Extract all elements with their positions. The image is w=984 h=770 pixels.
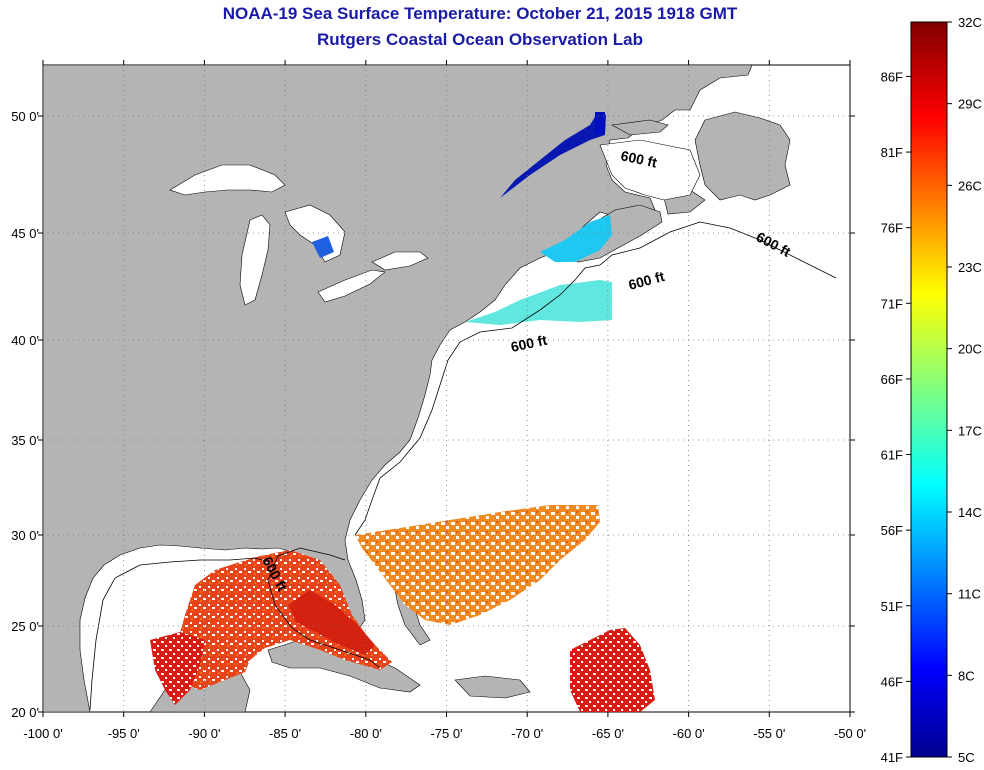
colorbar-celsius-label: 20C — [958, 342, 982, 357]
lat-tick-label: 45 0' — [11, 226, 39, 241]
map-title: NOAA-19 Sea Surface Temperature: October… — [222, 4, 738, 23]
colorbar-celsius-label: 11C — [958, 587, 981, 602]
sst-gulf-warm-west — [150, 632, 205, 705]
colorbar-fahrenheit-label: 76F — [881, 221, 903, 236]
lon-tick-label: -95 0' — [108, 726, 140, 741]
lat-tick-label: 35 0' — [11, 433, 39, 448]
colorbar-fahrenheit-label: 86F — [881, 69, 903, 84]
lon-tick-label: -60 0' — [673, 726, 705, 741]
newfoundland — [694, 111, 791, 201]
colorbar-celsius-label: 23C — [958, 260, 982, 275]
lon-tick-label: -70 0' — [511, 726, 543, 741]
map-subtitle: Rutgers Coastal Ocean Observation Lab — [317, 30, 643, 49]
lon-tick-label: -75 0' — [430, 726, 462, 741]
sst-st-lawrence-block — [595, 112, 605, 134]
lon-tick-label: -90 0' — [188, 726, 220, 741]
sst-georges-bank — [465, 280, 612, 325]
colorbar-fahrenheit-label: 51F — [881, 599, 903, 614]
colorbar-celsius-label: 32C — [958, 15, 982, 30]
sst-gulf-warm — [175, 550, 392, 690]
depth-label-1: 600 ft — [619, 147, 658, 170]
colorbar-celsius-label: 5C — [958, 750, 975, 765]
lake-michigan — [239, 214, 271, 306]
depth-label-4: 600 ft — [509, 332, 548, 355]
lat-tick-label: 30 0' — [11, 528, 39, 543]
sst-florida-strait — [288, 590, 375, 655]
colorbar-celsius-label: 17C — [958, 423, 982, 438]
lon-tick-label: -55 0' — [753, 726, 785, 741]
hispaniola — [454, 675, 531, 699]
lat-tick-label: 40 0' — [11, 333, 39, 348]
colorbar-fahrenheit-label: 41F — [881, 750, 903, 765]
colorbar: 32C 29C 26C 23C 20C 17C 14C 11C 8C 5C 86F 81F 76F 71F… — [881, 15, 982, 765]
sst-caribbean-warm — [570, 628, 655, 712]
depth-contour-600ft — [354, 221, 837, 536]
sst-lake-patch — [312, 236, 334, 258]
lon-tick-label: -50 0' — [834, 726, 866, 741]
colorbar-fahrenheit-label: 81F — [881, 145, 903, 160]
colorbar-celsius-label: 14C — [958, 505, 982, 520]
lake-erie — [317, 269, 386, 303]
sst-gulf-of-maine — [540, 215, 612, 262]
colorbar-fahrenheit-label: 46F — [881, 674, 903, 689]
colorbar-celsius-label: 26C — [958, 178, 982, 193]
lake-superior — [169, 164, 286, 196]
lat-tick-label: 25 0' — [11, 619, 39, 634]
lon-tick-label: -65 0' — [592, 726, 624, 741]
longitude-ticks: -100 0' -95 0' -90 0' -85 0' -80 0' -75 0' -70… — [23, 60, 866, 741]
lon-tick-label: -80 0' — [350, 726, 382, 741]
colorbar-fahrenheit-label: 66F — [881, 372, 903, 387]
colorbar-fahrenheit-label: 71F — [881, 296, 903, 311]
lon-tick-label: -85 0' — [269, 726, 301, 741]
lat-tick-label: 20 0' — [11, 705, 39, 720]
colorbar-fahrenheit-label: 56F — [881, 523, 903, 538]
lat-tick-label: 50 0' — [11, 109, 39, 124]
colorbar-celsius-label: 29C — [958, 97, 982, 112]
gulf-st-lawrence-water — [599, 139, 701, 201]
colorbar-celsius-label: 8C — [958, 668, 975, 683]
plot-area — [42, 64, 851, 713]
land-mass — [42, 64, 753, 713]
colorbar-fahrenheit-label: 61F — [881, 448, 903, 463]
anticosti-island — [611, 119, 669, 136]
lake-ontario — [371, 251, 429, 271]
latitude-ticks: 50 0' 45 0' 40 0' 35 0' 30 0' 25 0' 20 0' — [11, 109, 855, 720]
depth-contour-600ft-gulf — [89, 547, 381, 711]
lon-tick-label: -100 0' — [23, 726, 62, 741]
sst-st-lawrence — [500, 112, 606, 198]
